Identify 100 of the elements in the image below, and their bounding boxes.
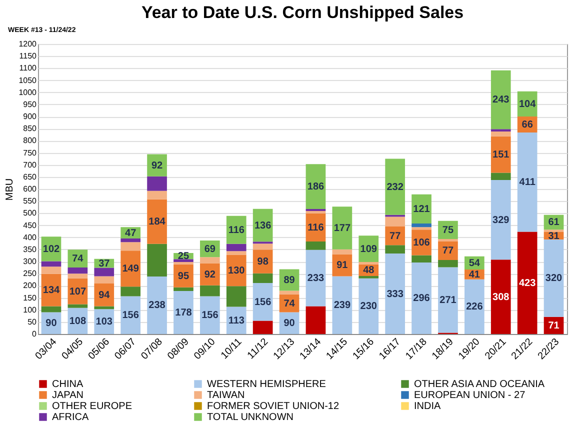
bar <box>306 210 326 214</box>
data-label: 66 <box>522 119 534 130</box>
data-label: 186 <box>307 182 325 193</box>
data-label: 77 <box>390 230 402 242</box>
bar <box>226 244 246 252</box>
data-label: 136 <box>254 220 272 232</box>
data-label: 308 <box>492 292 510 303</box>
bar <box>517 232 538 334</box>
data-label: 91 <box>336 260 348 272</box>
bar <box>41 266 62 274</box>
bar <box>279 290 300 294</box>
bar <box>332 206 352 250</box>
legend-label: INDIA <box>414 401 441 412</box>
bar <box>147 176 167 191</box>
bar <box>68 274 88 278</box>
bar <box>174 290 194 334</box>
bar <box>490 131 511 136</box>
bar <box>174 287 194 291</box>
bar <box>120 250 140 287</box>
legend-label: OTHER ASIA AND OCEANIA <box>414 379 545 390</box>
bar <box>412 255 432 262</box>
bar <box>41 261 62 267</box>
bar <box>490 260 511 334</box>
data-label: 25 <box>178 251 190 262</box>
bar <box>490 70 511 130</box>
bar <box>68 304 88 308</box>
y-tick-label: 250 <box>23 269 38 278</box>
y-tick-label: 1050 <box>18 76 38 85</box>
y-tick-label: 350 <box>23 244 38 254</box>
bar <box>464 279 484 334</box>
legend-label: AFRICA <box>52 412 89 423</box>
data-label: 130 <box>228 265 246 276</box>
bar <box>94 306 114 310</box>
data-label: 103 <box>96 316 113 328</box>
data-label: 92 <box>151 160 164 172</box>
bar <box>174 262 194 264</box>
data-label: 333 <box>386 288 404 300</box>
bar <box>385 254 405 334</box>
data-label: 54 <box>468 258 480 269</box>
data-label: 238 <box>148 300 166 312</box>
bar <box>412 227 432 230</box>
bar <box>490 172 511 180</box>
bar <box>200 285 220 296</box>
data-label: 230 <box>360 301 378 312</box>
data-label: 156 <box>254 296 272 308</box>
bar <box>200 257 220 264</box>
bar <box>385 226 405 246</box>
bar <box>147 244 167 276</box>
data-label: 184 <box>148 216 166 228</box>
bar <box>252 273 273 284</box>
bar <box>412 224 432 228</box>
bar <box>226 286 246 307</box>
bar <box>226 251 246 255</box>
y-tick-label: 1150 <box>19 52 38 61</box>
y-tick-label: 300 <box>23 257 38 266</box>
legend-label: TOTAL UNKNOWN <box>207 412 294 423</box>
bar <box>332 249 352 254</box>
data-label: 71 <box>548 320 560 332</box>
bar <box>200 296 220 334</box>
data-label: 177 <box>334 223 351 234</box>
bar <box>358 262 379 264</box>
y-tick-label: 0 <box>32 330 38 338</box>
legend-label: CHINA <box>52 379 84 390</box>
data-label: 90 <box>46 318 58 330</box>
y-tick-label: 750 <box>23 148 38 158</box>
y-tick-label: 850 <box>23 124 38 134</box>
data-label: 232 <box>386 182 404 193</box>
bar <box>438 267 458 333</box>
data-label: 61 <box>548 217 560 228</box>
bar <box>94 268 114 276</box>
data-label: 178 <box>175 307 192 318</box>
data-label: 423 <box>518 278 536 289</box>
bar <box>438 260 458 268</box>
data-label: 233 <box>307 273 325 284</box>
data-label: 104 <box>518 98 536 110</box>
y-tick-label: 700 <box>23 160 38 170</box>
data-label: 102 <box>42 244 60 255</box>
bar <box>41 306 62 312</box>
data-label: 106 <box>413 237 430 248</box>
data-label: 47 <box>125 228 137 239</box>
data-label: 156 <box>122 310 140 322</box>
data-label: 90 <box>284 318 296 330</box>
bar <box>490 136 511 173</box>
legend-label: OTHER EUROPE <box>52 401 132 412</box>
bar <box>332 276 352 334</box>
data-label: 116 <box>308 222 324 234</box>
bar <box>147 199 167 244</box>
data-label: 116 <box>228 224 245 236</box>
y-tick-label: 900 <box>23 112 38 121</box>
data-label: 74 <box>284 298 296 310</box>
data-label: 113 <box>228 315 245 326</box>
data-label: 121 <box>413 204 430 215</box>
bar <box>306 250 326 306</box>
data-label: 411 <box>519 177 536 188</box>
data-label: 89 <box>284 274 296 286</box>
data-label: 239 <box>334 300 351 312</box>
bar <box>252 320 273 334</box>
data-label: 48 <box>363 265 375 276</box>
bar <box>544 240 564 317</box>
y-tick-label: 200 <box>23 281 38 290</box>
